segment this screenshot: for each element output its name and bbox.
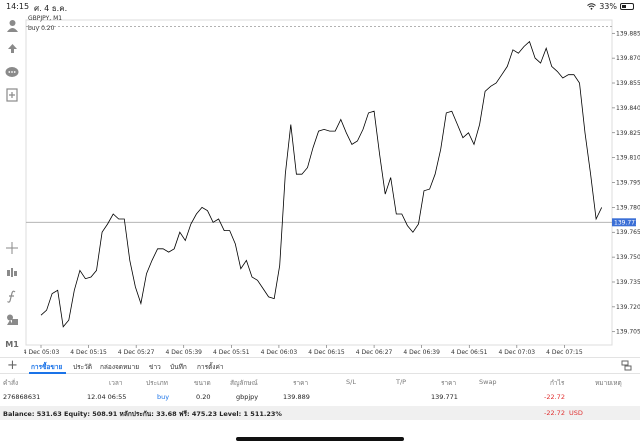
row-type: buy: [157, 393, 170, 401]
tab-trade-underline: [29, 372, 66, 374]
row-size: 0.20: [196, 393, 211, 401]
tab-history[interactable]: ประวัติ: [73, 363, 92, 371]
x-tick-label: 4 Dec 06:51: [451, 349, 488, 356]
y-tick-label: 139.825: [616, 130, 640, 137]
objects-icon[interactable]: [4, 312, 20, 328]
col-order[interactable]: คำสั่ง: [3, 379, 19, 387]
tab-settings[interactable]: การตั้งค่า: [197, 363, 224, 371]
x-tick-label: 4 Dec 05:03: [24, 349, 59, 356]
tab-mailbox[interactable]: กล่องจดหมาย: [100, 363, 140, 371]
col-swap[interactable]: Swap: [479, 378, 497, 386]
y-tick-label: 139.735: [616, 279, 640, 286]
new-document-icon[interactable]: [4, 87, 20, 103]
indicators-icon[interactable]: [4, 264, 20, 280]
row-symbol: gbpjpy: [236, 393, 259, 401]
x-tick-label: 4 Dec 05:15: [70, 349, 107, 356]
col-tp[interactable]: T/P: [396, 378, 407, 386]
x-tick-label: 4 Dec 07:15: [546, 349, 583, 356]
chart-area[interactable]: 139.885 139.870 139.855 139.840 139.825 139.8…: [24, 14, 640, 357]
x-tick-label: 4 Dec 05:39: [165, 349, 202, 356]
table-row[interactable]: 276868631 12.04 06:55 buy 0.20 gbpjpy 13…: [0, 390, 640, 404]
battery-level: [622, 5, 626, 8]
left-toolbar: M1: [0, 14, 24, 350]
row-price-open: 139.889: [283, 393, 310, 401]
add-icon[interactable]: +: [7, 358, 18, 373]
tab-news[interactable]: ข่าว: [149, 363, 161, 371]
battery-percent: 33%: [599, 2, 617, 11]
status-bar: 14:15 ศ. 4 ธ.ค. 33%: [0, 0, 640, 14]
price-series-line: [40, 40, 603, 328]
x-tick-label: 4 Dec 05:51: [213, 349, 250, 356]
trade-table-header: คำสั่ง เวลา ประเภท ขนาด สัญลักษณ์ ราคา S…: [0, 375, 640, 389]
collapse-panel-icon[interactable]: [621, 360, 632, 371]
x-tick-label: 4 Dec 07:03: [499, 349, 536, 356]
row-profit: -22.72: [544, 393, 565, 401]
order-line-label: buy 0.20: [28, 25, 55, 32]
col-price-current[interactable]: ราคา: [441, 379, 457, 387]
trade-icon[interactable]: [4, 40, 20, 56]
col-comment[interactable]: หมายเหตุ: [595, 379, 622, 387]
x-tick-label: 4 Dec 06:39: [403, 349, 440, 356]
y-tick-label: 139.855: [616, 80, 640, 87]
y-tick-label: 139.765: [616, 229, 640, 236]
x-tick-label: 4 Dec 06:15: [308, 349, 345, 356]
status-time: 14:15: [6, 2, 30, 11]
y-tick-label: 139.720: [616, 304, 640, 311]
home-indicator: [236, 437, 404, 441]
row-time: 12.04 06:55: [87, 393, 127, 401]
x-tick-label: 4 Dec 06:03: [261, 349, 298, 356]
tab-journal[interactable]: บันทึก: [170, 363, 187, 371]
col-type[interactable]: ประเภท: [146, 379, 168, 387]
chart-symbol-label: GBPJPY, M1: [28, 15, 63, 22]
wifi-icon: [587, 3, 597, 10]
terminal-tabs: + การซื้อขาย ประวัติ กล่องจดหมาย ข่าว บั…: [0, 357, 640, 374]
y-tick-label: 139.870: [616, 55, 640, 62]
col-profit[interactable]: กำไร: [550, 379, 565, 387]
function-icon[interactable]: [4, 288, 20, 304]
col-sl[interactable]: S/L: [346, 378, 356, 386]
tab-trade[interactable]: การซื้อขาย: [31, 363, 63, 371]
balance-summary: Balance: 531.63 Equity: 508.91 หลักประกั…: [3, 410, 282, 418]
x-tick-label: 4 Dec 06:27: [356, 349, 393, 356]
col-price-open[interactable]: ราคา: [293, 379, 309, 387]
balance-profit: -22.72: [544, 409, 565, 417]
y-tick-label: 139.705: [616, 329, 640, 336]
y-tick-label: 139.885: [616, 30, 640, 37]
status-date: ศ. 4 ธ.ค.: [34, 4, 68, 13]
account-icon[interactable]: [4, 17, 20, 33]
status-right: 33%: [587, 2, 634, 11]
balance-currency: USD: [569, 409, 583, 417]
balance-bar: Balance: 531.63 Equity: 508.91 หลักประกั…: [0, 406, 640, 420]
y-tick-label: 139.810: [616, 155, 640, 162]
chat-icon[interactable]: [4, 64, 20, 80]
battery-icon: [620, 3, 634, 10]
timeframe-m1-icon[interactable]: M1: [5, 339, 19, 349]
x-tick-label: 4 Dec 05:27: [118, 349, 155, 356]
plot-frame: [25, 19, 613, 346]
current-price-label: 139.771: [614, 219, 639, 226]
col-time[interactable]: เวลา: [109, 379, 123, 387]
row-order: 276868631: [3, 393, 41, 401]
y-tick-label: 139.840: [616, 105, 640, 112]
y-tick-label: 139.795: [616, 180, 640, 187]
row-price-current: 139.771: [431, 393, 458, 401]
col-size[interactable]: ขนาด: [194, 379, 211, 387]
y-tick-label: 139.780: [616, 204, 640, 211]
price-chart[interactable]: 139.885 139.870 139.855 139.840 139.825 139.8…: [24, 14, 640, 357]
y-tick-label: 139.750: [616, 254, 640, 261]
current-price-badge: [612, 218, 636, 227]
crosshair-icon[interactable]: [4, 240, 20, 256]
col-symbol[interactable]: สัญลักษณ์: [230, 379, 258, 387]
